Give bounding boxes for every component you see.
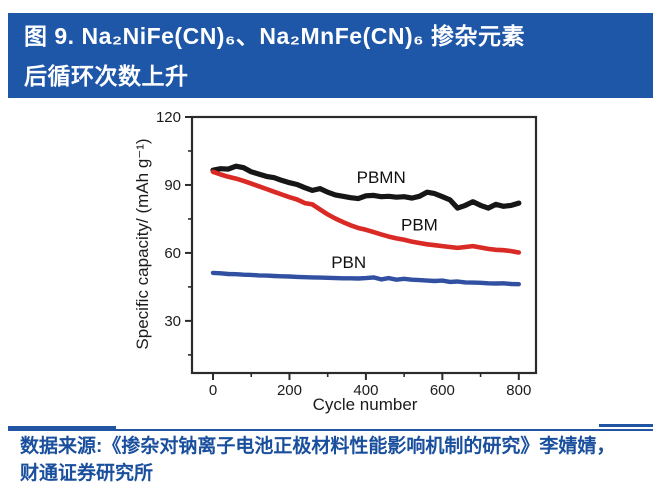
y-tick-label: 30 [164, 313, 181, 330]
x-tick-label: 400 [353, 382, 378, 399]
series-label-PBN: PBN [331, 253, 366, 272]
series-label-PBMN: PBMN [357, 168, 406, 187]
y-axis-label: Specific capacity/ (mAh g⁻¹) [133, 138, 152, 350]
y-tick-label: 120 [156, 109, 181, 126]
footer-rule-left-cap [8, 426, 116, 429]
series-label-PBM: PBM [401, 216, 438, 235]
figure-title-line-2: 后循环次数上升 [24, 63, 189, 89]
x-tick-label: 200 [277, 382, 302, 399]
x-tick-label: 800 [506, 382, 531, 399]
data-source-note: 数据来源:《掺杂对钠离子电池正极材料性能影响机制的研究》李婧婧， 财通证券研究所 [20, 433, 652, 487]
data-source-line-1: 数据来源:《掺杂对钠离子电池正极材料性能影响机制的研究》李婧婧， [20, 436, 616, 457]
footer-rule [8, 429, 653, 431]
series-line-PBMN [210, 163, 522, 211]
series-line-PBN [210, 270, 521, 287]
series-line-PBM [210, 169, 522, 255]
x-tick-label: 600 [430, 382, 455, 399]
data-source-line-2: 财通证券研究所 [20, 463, 154, 484]
footer-rule-right-cap [599, 424, 653, 427]
y-tick-label: 60 [164, 245, 181, 262]
x-tick-label: 0 [209, 382, 217, 399]
figure-title-line-1: 图 9. Na₂NiFe(CN)₆、Na₂MnFe(CN)₆ 掺杂元素 [24, 23, 525, 49]
x-axis-label: Cycle number [312, 395, 418, 414]
figure-title-bar: 图 9. Na₂NiFe(CN)₆、Na₂MnFe(CN)₆ 掺杂元素 后循环次… [8, 13, 653, 98]
plot-frame [190, 115, 538, 375]
y-tick-label: 90 [164, 177, 181, 194]
